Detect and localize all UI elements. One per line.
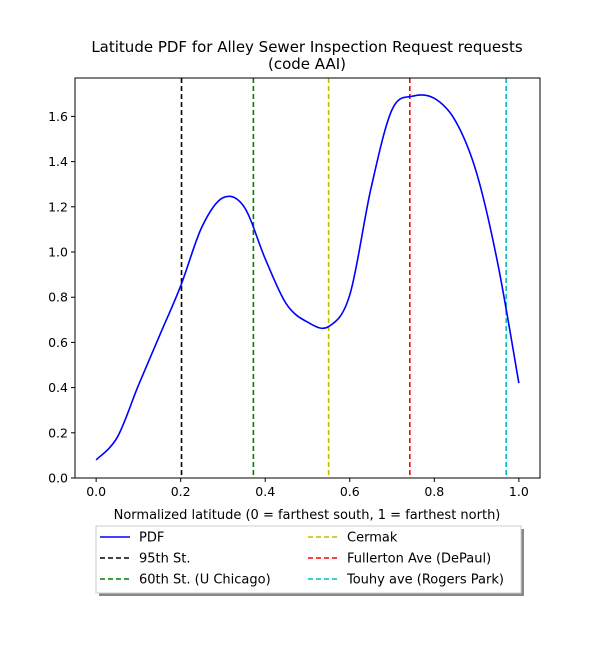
y-tick-label: 1.2	[48, 199, 68, 214]
legend-label-6: Touhy ave (Rogers Park)	[346, 573, 504, 588]
x-tick-label: 0.0	[86, 484, 106, 499]
y-tick-label: 0.0	[48, 471, 68, 486]
chart-title: Latitude PDF for Alley Sewer Inspection …	[91, 38, 523, 56]
legend: PDF 95th St. 60th St. (U Chicago) Cermak Ful…	[95, 525, 524, 596]
legend-label-2: 95th St.	[139, 552, 191, 567]
series-line-1	[95, 94, 520, 461]
y-tick-label: 1.6	[48, 109, 68, 124]
x-axis: 0.0 0.2 0.4 0.6 0.8 1.0	[86, 478, 529, 499]
chart-subtitle: (code AAI)	[268, 55, 346, 73]
y-tick-label: 0.6	[48, 335, 68, 350]
y-tick-label: 1.0	[48, 245, 68, 260]
plot-frame	[74, 77, 541, 479]
series-layer	[95, 94, 520, 461]
legend-items: PDF 95th St. 60th St. (U Chicago) Cermak Ful…	[100, 531, 504, 588]
legend-label-1: PDF	[139, 531, 164, 546]
x-tick-label: 0.6	[340, 484, 360, 499]
x-tick-label: 0.2	[171, 484, 191, 499]
y-tick-label: 0.2	[48, 425, 68, 440]
y-axis: 0.0 0.2 0.4 0.6 0.8 1.0 1.2 1.4 1.6	[48, 109, 75, 486]
x-axis-label: Normalized latitude (0 = farthest south,…	[114, 508, 501, 523]
x-tick-label: 0.8	[424, 484, 444, 499]
legend-label-4: Cermak	[347, 531, 398, 546]
y-tick-label: 0.4	[48, 380, 68, 395]
y-tick-label: 1.4	[48, 154, 68, 169]
x-tick-label: 0.4	[255, 484, 275, 499]
y-tick-label: 0.8	[48, 290, 68, 305]
reference-lines	[180, 78, 507, 478]
legend-label-5: Fullerton Ave (DePaul)	[347, 552, 491, 567]
legend-label-3: 60th St. (U Chicago)	[139, 573, 271, 588]
x-tick-label: 1.0	[509, 484, 529, 499]
